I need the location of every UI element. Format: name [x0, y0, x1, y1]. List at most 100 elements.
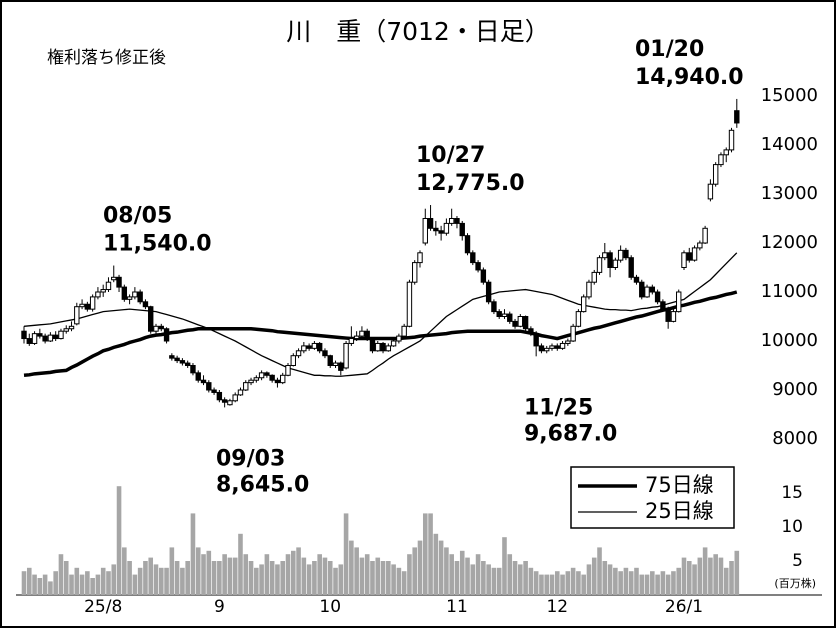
volume-bar — [713, 554, 718, 595]
moving-average-line — [23, 290, 738, 378]
candle-body — [712, 164, 719, 185]
volume-bar — [85, 571, 90, 595]
volume-bar — [137, 567, 143, 595]
volume-bar — [227, 557, 233, 595]
volume-bar — [391, 564, 396, 595]
y-tick-label: 11000 — [761, 281, 818, 302]
candle-body — [422, 218, 428, 244]
candle-body — [227, 400, 233, 406]
volume-bar — [417, 540, 423, 595]
volume-bar — [111, 564, 117, 595]
x-tick-label: 12 — [546, 597, 568, 617]
volume-bar — [444, 547, 449, 595]
candle-body — [544, 347, 550, 352]
volume-bar — [665, 574, 671, 595]
candle-body — [216, 391, 223, 401]
candle-body — [37, 333, 43, 337]
candle-body — [639, 281, 645, 298]
candle-body — [607, 252, 613, 269]
volume-bar — [153, 564, 159, 595]
candle-body — [565, 340, 571, 344]
candle-body — [512, 320, 518, 327]
volume-bar — [122, 547, 127, 595]
candle-body — [364, 330, 370, 340]
volume-bar — [681, 557, 687, 595]
candle-body — [628, 257, 634, 278]
candle-body — [617, 249, 624, 261]
volume-bar — [523, 561, 528, 595]
volume-bar — [317, 554, 322, 595]
x-tick-label: 9 — [214, 597, 225, 617]
annotation-date: 10/27 — [416, 143, 485, 168]
volume-bar — [591, 557, 597, 595]
candle-body — [496, 311, 502, 318]
candle-body — [491, 301, 497, 313]
candle-body — [438, 230, 444, 234]
candle-body — [697, 242, 703, 249]
candle-body — [84, 303, 91, 310]
volume-bar — [343, 513, 349, 595]
volume-bar — [549, 574, 555, 595]
volume-bar — [132, 574, 138, 595]
legend-box — [570, 466, 735, 529]
candle-body — [718, 154, 724, 166]
volume-bar — [386, 561, 391, 595]
volume-bar — [217, 561, 222, 595]
candle-body — [728, 129, 735, 151]
volume-bar — [634, 567, 639, 595]
volume-bar — [143, 561, 148, 595]
annotation-date: 09/03 — [216, 446, 285, 471]
volume-bar — [491, 567, 497, 595]
candle-body — [280, 374, 286, 384]
candle-body — [681, 252, 687, 269]
candle-body — [258, 372, 265, 379]
volume-bar — [174, 561, 180, 595]
volume-bar — [723, 567, 729, 595]
volume-bar — [586, 564, 592, 595]
volume-bar — [465, 557, 470, 595]
candle-body — [163, 328, 170, 342]
volume-bar — [412, 547, 418, 595]
candle-body — [433, 227, 439, 232]
volume-bar — [692, 564, 697, 595]
volume-bar — [518, 564, 523, 595]
volume-bar — [63, 561, 69, 595]
candle-body — [126, 296, 133, 300]
volume-tick-label: 10 — [781, 517, 803, 537]
candle-body — [206, 382, 212, 391]
volume-bar — [296, 547, 301, 595]
volume-bar — [354, 547, 359, 595]
volume-bar — [333, 567, 338, 595]
candle-body — [448, 218, 455, 224]
candle-body — [248, 379, 254, 384]
candle-body — [116, 276, 122, 288]
volume-bar — [644, 574, 650, 595]
candle-body — [332, 362, 339, 366]
volume-bar — [280, 561, 286, 595]
volume-bar — [26, 567, 32, 595]
volume-bar — [380, 561, 386, 595]
candle-body — [52, 334, 59, 340]
candle-body — [301, 345, 307, 352]
candle-body — [148, 306, 154, 332]
volume-bar — [718, 557, 724, 595]
volume-bar — [396, 567, 402, 595]
volume-bar — [364, 554, 370, 595]
candle-body — [686, 252, 692, 261]
candle-body — [111, 276, 117, 281]
candle-body — [654, 291, 661, 303]
candle-body — [390, 340, 397, 347]
volume-bar — [259, 564, 264, 595]
y-tick-label: 13000 — [761, 183, 818, 204]
volume-bar — [671, 571, 676, 595]
candle-body — [195, 372, 201, 381]
candle-body — [412, 262, 418, 283]
volume-bar — [74, 567, 80, 595]
volume-bar — [285, 554, 291, 595]
candle-body — [42, 335, 48, 342]
candle-body — [264, 372, 270, 376]
candle-body — [480, 269, 487, 283]
volume-bar — [449, 554, 454, 595]
candle-body — [549, 345, 555, 349]
